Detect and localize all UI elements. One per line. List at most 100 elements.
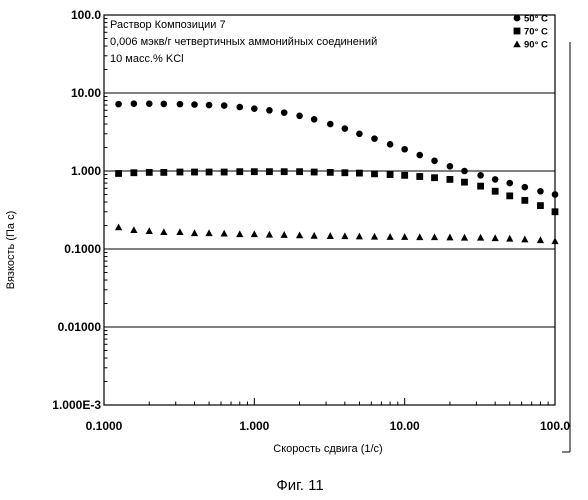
data-point-square xyxy=(191,169,198,176)
x-axis-label: Скорость сдвига (1/с) xyxy=(273,443,382,455)
data-point-square xyxy=(281,168,288,175)
data-point-circle xyxy=(191,101,198,108)
data-point-triangle xyxy=(191,229,198,236)
x-tick-label: 10.00 xyxy=(390,419,420,433)
legend-label: 70° C xyxy=(524,27,548,38)
data-point-circle xyxy=(431,158,438,165)
legend-item-90c: 90° C xyxy=(513,40,548,51)
data-point-triangle xyxy=(146,227,153,234)
data-point-triangle xyxy=(296,231,303,238)
data-point-circle xyxy=(236,104,243,111)
data-point-circle xyxy=(552,191,559,198)
data-point-triangle xyxy=(506,235,513,242)
data-point-circle xyxy=(206,102,213,109)
data-point-square xyxy=(206,169,213,176)
annotation-concentration: 0,006 мэкв/г четвертичных аммонийных сое… xyxy=(110,36,377,48)
plot-area xyxy=(104,15,559,405)
data-point-triangle xyxy=(461,234,468,241)
annotation-title: Раствор Композиции 7 xyxy=(110,19,226,31)
data-point-triangle xyxy=(115,223,122,230)
x-tick-label: 1.000 xyxy=(239,419,269,433)
legend-item-70c: 70° C xyxy=(514,27,548,38)
data-point-square xyxy=(356,170,363,177)
data-point-triangle xyxy=(371,233,378,240)
data-point-triangle xyxy=(401,233,408,240)
data-point-circle xyxy=(477,172,484,179)
annotation-salt: 10 масс.% KCl xyxy=(110,53,184,65)
data-point-square xyxy=(296,168,303,175)
data-point-triangle xyxy=(341,232,348,239)
data-point-square xyxy=(130,169,137,176)
data-point-circle xyxy=(387,141,394,148)
data-point-circle xyxy=(447,163,454,170)
data-point-square xyxy=(146,169,153,176)
y-tick-label: 100.0 xyxy=(71,8,101,22)
data-point-triangle xyxy=(130,226,137,233)
data-point-circle xyxy=(251,105,258,112)
data-point-circle xyxy=(327,121,334,128)
data-point-circle xyxy=(161,101,168,108)
data-point-square xyxy=(552,208,559,215)
data-point-square xyxy=(236,168,243,175)
data-point-square xyxy=(447,176,454,183)
data-point-triangle xyxy=(327,232,334,239)
data-point-square xyxy=(160,169,167,176)
data-point-square xyxy=(401,172,408,179)
data-point-triangle xyxy=(176,228,183,235)
data-point-triangle xyxy=(311,232,318,239)
data-point-triangle xyxy=(551,237,558,244)
legend-square-marker xyxy=(514,28,521,35)
data-point-triangle xyxy=(446,234,453,241)
minor-ticks xyxy=(104,19,548,405)
data-point-circle xyxy=(537,188,544,195)
y-tick-label: 1.000 xyxy=(71,164,101,178)
data-point-circle xyxy=(522,184,529,191)
legend-label: 50° C xyxy=(524,14,548,25)
data-point-triangle xyxy=(477,234,484,241)
figure-caption: Фиг. 11 xyxy=(276,477,323,494)
data-point-circle xyxy=(311,116,318,123)
data-point-circle xyxy=(492,176,499,183)
data-point-triangle xyxy=(281,231,288,238)
data-point-triangle xyxy=(356,233,363,240)
data-point-triangle xyxy=(221,230,228,237)
data-point-square xyxy=(461,179,468,186)
data-point-circle xyxy=(401,146,408,153)
plot-frame xyxy=(104,15,555,405)
data-point-square xyxy=(251,168,258,175)
data-point-circle xyxy=(115,101,122,108)
data-point-square xyxy=(327,169,334,176)
data-point-circle xyxy=(221,102,228,109)
data-point-circle xyxy=(296,113,303,120)
data-point-square xyxy=(431,174,438,181)
legend-circle-marker xyxy=(514,15,521,22)
data-point-triangle xyxy=(160,228,167,235)
data-point-square xyxy=(115,170,122,177)
legend-item-50c: 50° C xyxy=(514,14,548,25)
grid-lines xyxy=(104,93,555,327)
data-point-square xyxy=(221,169,228,176)
data-point-circle xyxy=(461,168,468,175)
legend-triangle-marker xyxy=(513,41,521,48)
data-point-square xyxy=(177,169,184,176)
series-square xyxy=(115,168,558,215)
data-point-circle xyxy=(131,100,138,107)
data-point-triangle xyxy=(205,229,212,236)
data-point-triangle xyxy=(537,236,544,243)
data-point-triangle xyxy=(521,236,528,243)
y-tick-label: 1.000E-3 xyxy=(52,398,101,412)
data-point-circle xyxy=(146,100,153,107)
data-point-circle xyxy=(342,125,349,132)
data-point-triangle xyxy=(266,231,273,238)
data-point-square xyxy=(311,169,318,176)
data-point-triangle xyxy=(431,233,438,240)
data-point-circle xyxy=(177,101,184,108)
data-point-triangle xyxy=(492,234,499,241)
y-tick-label: 0.1000 xyxy=(64,242,101,256)
data-point-square xyxy=(387,171,394,178)
data-points xyxy=(115,100,559,244)
data-point-square xyxy=(521,197,528,204)
data-point-triangle xyxy=(236,230,243,237)
data-point-square xyxy=(506,192,513,199)
